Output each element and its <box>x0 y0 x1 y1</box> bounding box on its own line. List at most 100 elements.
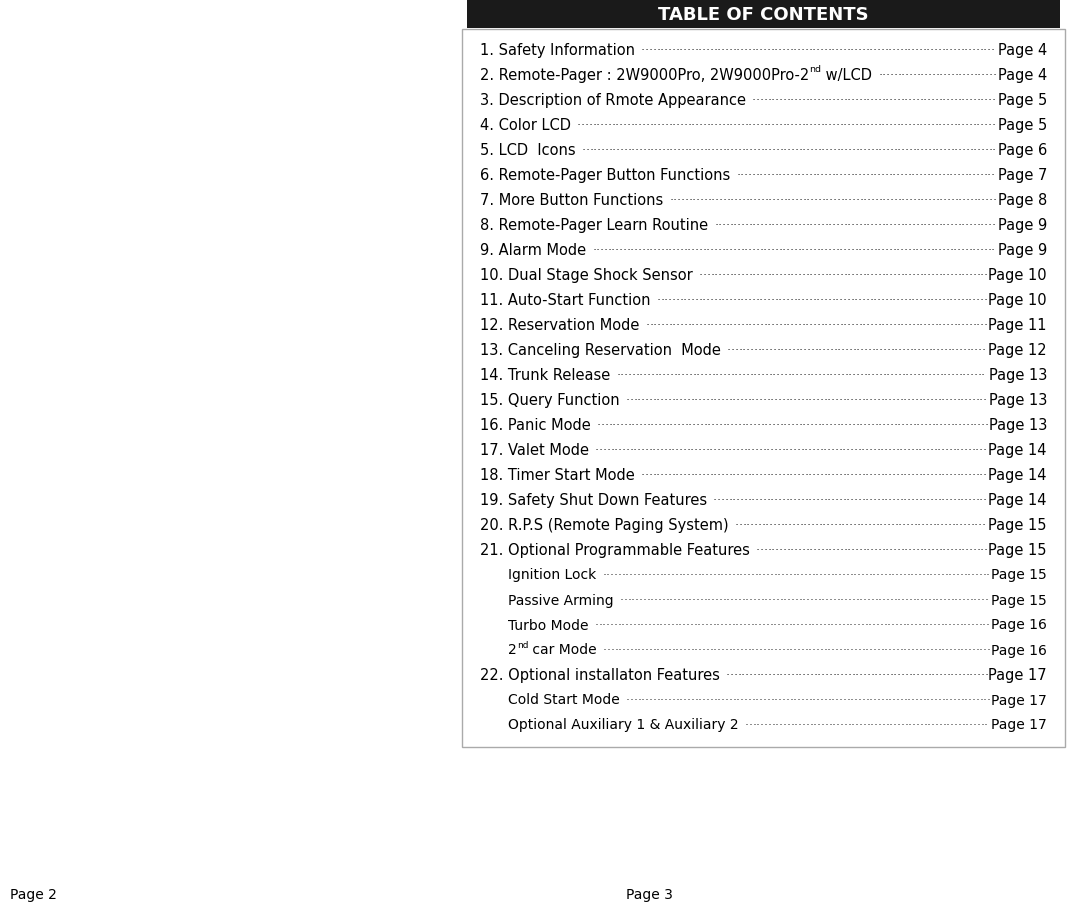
Text: ·: · <box>743 393 748 406</box>
Text: ·: · <box>792 344 795 357</box>
Text: ·: · <box>740 319 745 332</box>
Text: ·: · <box>976 119 980 131</box>
Text: Page 13: Page 13 <box>988 417 1047 433</box>
Text: ·: · <box>874 719 878 732</box>
Text: ·: · <box>860 344 864 357</box>
Text: ·: · <box>911 44 915 57</box>
Text: ·: · <box>923 94 927 107</box>
Text: Page 16: Page 16 <box>992 618 1047 632</box>
Text: ·: · <box>743 44 748 57</box>
Text: ·: · <box>903 469 907 482</box>
Text: ·: · <box>817 668 821 681</box>
Text: ·: · <box>941 693 945 706</box>
Text: ·: · <box>807 568 811 582</box>
Text: ·: · <box>824 244 828 256</box>
Text: ·: · <box>877 94 882 107</box>
Text: ·: · <box>859 668 863 681</box>
Text: ·: · <box>733 219 737 232</box>
Text: ·: · <box>760 119 764 131</box>
Text: 6. Remote-Pager Button Functions: 6. Remote-Pager Button Functions <box>480 168 730 183</box>
Text: Page 4: Page 4 <box>998 43 1047 58</box>
Text: ·: · <box>841 594 844 607</box>
Text: Turbo Mode: Turbo Mode <box>508 618 588 632</box>
Text: ·: · <box>969 668 973 681</box>
Text: ·: · <box>916 69 920 82</box>
Text: ·: · <box>911 643 915 656</box>
Text: ·: · <box>855 543 859 556</box>
Text: ·: · <box>808 294 812 307</box>
Text: ·: · <box>630 244 634 256</box>
Text: ·: · <box>803 194 806 207</box>
Text: ·: · <box>824 219 829 232</box>
Text: ·: · <box>654 369 658 381</box>
Text: ·: · <box>648 44 653 57</box>
Text: ·: · <box>861 44 865 57</box>
Text: ·: · <box>833 344 837 357</box>
Text: ·: · <box>926 494 930 506</box>
Text: 9. Alarm Mode: 9. Alarm Mode <box>480 243 586 257</box>
Text: Page 15: Page 15 <box>992 593 1047 607</box>
Text: ·: · <box>961 94 965 107</box>
Text: ·: · <box>668 693 671 706</box>
Text: ·: · <box>754 469 759 482</box>
Text: ·: · <box>976 219 981 232</box>
Text: ·: · <box>976 268 981 282</box>
Text: ·: · <box>877 294 882 307</box>
Text: ·: · <box>694 693 698 706</box>
Text: ·: · <box>711 594 714 607</box>
Text: 22. Optional installaton Features: 22. Optional installaton Features <box>480 667 720 682</box>
Text: ·: · <box>600 244 604 256</box>
Text: ·: · <box>650 119 653 131</box>
Text: ·: · <box>616 144 620 157</box>
Text: ·: · <box>876 618 879 631</box>
Text: ·: · <box>896 469 900 482</box>
Text: ·: · <box>830 344 834 357</box>
Text: ·: · <box>835 319 839 332</box>
Text: ·: · <box>711 144 715 157</box>
Text: ·: · <box>726 369 730 381</box>
Text: ·: · <box>892 319 897 332</box>
Text: ·: · <box>752 319 756 332</box>
Text: ·: · <box>601 144 604 157</box>
Text: ·: · <box>897 144 901 157</box>
Text: ·: · <box>733 319 737 332</box>
Text: ·: · <box>875 369 878 381</box>
Text: ·: · <box>651 369 655 381</box>
Text: ·: · <box>801 469 805 482</box>
Text: ·: · <box>759 568 762 582</box>
Text: ·: · <box>789 393 793 406</box>
Text: ·: · <box>931 69 935 82</box>
Text: ·: · <box>816 294 820 307</box>
Text: ·: · <box>804 469 808 482</box>
Text: ·: · <box>983 693 987 706</box>
Text: ·: · <box>737 594 741 607</box>
Text: ·: · <box>837 618 842 631</box>
Text: Passive Arming: Passive Arming <box>508 593 614 607</box>
Text: ·: · <box>767 119 771 131</box>
Text: ·: · <box>901 369 905 381</box>
Text: ·: · <box>847 668 851 681</box>
Text: ·: · <box>911 469 915 482</box>
Text: ·: · <box>592 119 597 131</box>
Text: ·: · <box>951 69 955 82</box>
Text: ·: · <box>634 244 638 256</box>
Text: ·: · <box>930 693 933 706</box>
Text: ·: · <box>671 568 674 582</box>
Text: ·: · <box>756 719 760 732</box>
Text: ·: · <box>882 543 886 556</box>
Text: ·: · <box>966 668 969 681</box>
Text: ·: · <box>920 518 925 531</box>
Text: ·: · <box>781 643 786 656</box>
Text: ·: · <box>820 244 824 256</box>
Text: ·: · <box>655 568 659 582</box>
Text: ·: · <box>702 244 707 256</box>
Text: ·: · <box>664 469 668 482</box>
Text: ·: · <box>918 643 923 656</box>
Text: ·: · <box>879 344 883 357</box>
Text: ·: · <box>722 119 725 131</box>
Text: ·: · <box>610 618 614 631</box>
Text: ·: · <box>945 294 950 307</box>
Text: ·: · <box>894 568 899 582</box>
Text: ·: · <box>865 294 870 307</box>
Text: ·: · <box>892 219 897 232</box>
